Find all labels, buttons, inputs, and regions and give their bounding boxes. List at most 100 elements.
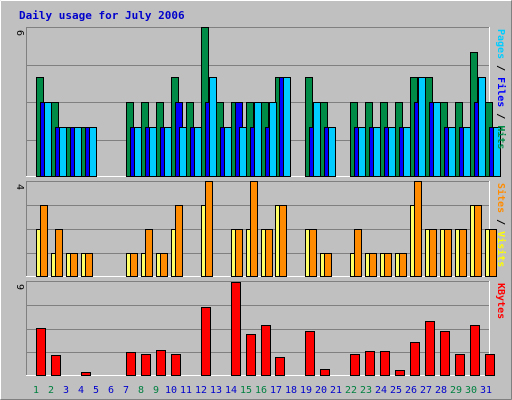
bar-sites-day-10: [175, 205, 183, 277]
bar-pages-day-9: [164, 127, 172, 177]
legend-entry: /: [495, 213, 506, 231]
x-tick-day-27: 27: [420, 385, 432, 396]
bar-kbytes-day-26: [410, 342, 420, 376]
bar-pages-day-8: [149, 127, 157, 177]
legend-entry: /: [495, 59, 506, 77]
bar-kbytes-day-19: [305, 331, 315, 376]
bar-sites-day-14: [235, 229, 243, 277]
bar-sites-day-7: [130, 253, 138, 277]
legend-entry: Hits: [495, 125, 507, 149]
x-tick-day-28: 28: [435, 385, 447, 396]
bar-kbytes-day-17: [275, 357, 285, 376]
bar-pages-day-25: [403, 127, 411, 177]
panel-kbytes: 9 KBytes: [14, 281, 506, 376]
bar-sites-day-27: [429, 229, 437, 277]
bar-pages-day-13: [224, 127, 232, 177]
legend-visits-sites: Sites / Visits: [495, 183, 507, 267]
bar-sites-day-30: [474, 205, 482, 277]
bar-kbytes-day-29: [455, 354, 465, 376]
bar-pages-day-24: [388, 127, 396, 177]
y-axis-max-label: 4: [14, 184, 25, 190]
x-tick-day-25: 25: [390, 385, 402, 396]
legend-entry: Visits: [495, 231, 507, 267]
y-axis-max-label: 9: [14, 284, 25, 290]
bar-pages-day-26: [418, 77, 426, 177]
x-tick-day-5: 5: [93, 385, 99, 396]
bar-sites-day-1: [40, 205, 48, 277]
bar-pages-day-10: [179, 127, 187, 177]
bar-kbytes-day-22: [350, 354, 360, 376]
bar-pages-day-3: [74, 127, 82, 177]
bar-kbytes-day-23: [365, 351, 375, 376]
x-tick-day-17: 17: [270, 385, 282, 396]
bar-kbytes-day-25: [395, 370, 405, 376]
bar-pages-day-7: [134, 127, 142, 177]
bar-sites-day-12: [205, 181, 213, 277]
x-tick-day-4: 4: [78, 385, 84, 396]
bar-sites-day-3: [70, 253, 78, 277]
bar-kbytes-day-1: [36, 328, 46, 376]
x-tick-day-22: 22: [345, 385, 357, 396]
bar-kbytes-day-4: [81, 372, 91, 376]
chart-panels: 6 Pages / Files / Hits 4 Sites / Visits 9 KBy…: [14, 27, 507, 376]
bar-sites-day-20: [324, 253, 332, 277]
x-tick-day-7: 7: [123, 385, 129, 396]
bar-pages-day-12: [209, 77, 217, 177]
bar-sites-day-29: [459, 229, 467, 277]
bar-pages-day-1: [44, 102, 52, 177]
x-tick-day-31: 31: [480, 385, 492, 396]
bar-sites-day-8: [145, 229, 153, 277]
bar-sites-day-4: [85, 253, 93, 277]
bar-pages-day-4: [89, 127, 97, 177]
bar-sites-day-2: [55, 229, 63, 277]
bar-kbytes-day-16: [261, 325, 271, 376]
bar-kbytes-day-31: [485, 354, 495, 376]
legend-entry: Files: [495, 77, 507, 107]
legend-entry: KBytes: [495, 283, 506, 319]
bar-pages-day-23: [373, 127, 381, 177]
x-tick-day-1: 1: [33, 385, 39, 396]
x-tick-day-13: 13: [210, 385, 222, 396]
legend-entry: /: [495, 107, 506, 125]
x-tick-day-26: 26: [405, 385, 417, 396]
x-tick-day-16: 16: [255, 385, 267, 396]
bar-pages-day-27: [433, 102, 441, 177]
bar-sites-day-25: [399, 253, 407, 277]
bar-pages-day-14: [239, 127, 247, 177]
bar-kbytes-day-7: [126, 352, 136, 376]
bar-kbytes-day-10: [171, 354, 181, 376]
bar-kbytes-day-12: [201, 307, 211, 376]
bar-sites-day-22: [354, 229, 362, 277]
bar-kbytes-day-24: [380, 351, 390, 376]
x-tick-day-20: 20: [315, 385, 327, 396]
bar-kbytes-day-8: [141, 354, 151, 376]
bar-kbytes-day-20: [320, 369, 330, 376]
bar-kbytes-day-27: [425, 321, 435, 376]
x-tick-day-8: 8: [138, 385, 144, 396]
bar-kbytes-day-15: [246, 334, 256, 376]
bar-pages-day-17: [283, 77, 291, 177]
bar-pages-day-11: [194, 127, 202, 177]
x-tick-day-6: 6: [108, 385, 114, 396]
x-tick-day-15: 15: [240, 385, 252, 396]
bar-sites-day-26: [414, 181, 422, 277]
bar-kbytes-day-9: [156, 350, 166, 376]
x-axis-labels: 1 2 3 4 5 6 7 8 9 10 11 12 13 14 15 16 17 18 19 20 21 22 23 24 2…: [33, 385, 492, 396]
panel-hits-files-pages: 6 Pages / Files / Hits: [14, 27, 507, 177]
x-tick-day-29: 29: [450, 385, 462, 396]
bar-pages-day-20: [328, 127, 336, 177]
x-tick-day-3: 3: [63, 385, 69, 396]
bar-kbytes-day-14: [231, 282, 241, 376]
bar-sites-day-16: [265, 229, 273, 277]
bar-sites-day-31: [489, 229, 497, 277]
bar-sites-day-17: [279, 205, 287, 277]
bar-pages-day-31: [493, 127, 501, 177]
chart-title: Daily usage for July 2006: [19, 9, 185, 22]
bar-pages-day-30: [478, 77, 486, 177]
x-tick-day-9: 9: [153, 385, 159, 396]
bar-sites-day-23: [369, 253, 377, 277]
bar-kbytes-day-2: [51, 355, 61, 376]
bar-kbytes-day-30: [470, 325, 480, 376]
bar-pages-day-22: [358, 127, 366, 177]
